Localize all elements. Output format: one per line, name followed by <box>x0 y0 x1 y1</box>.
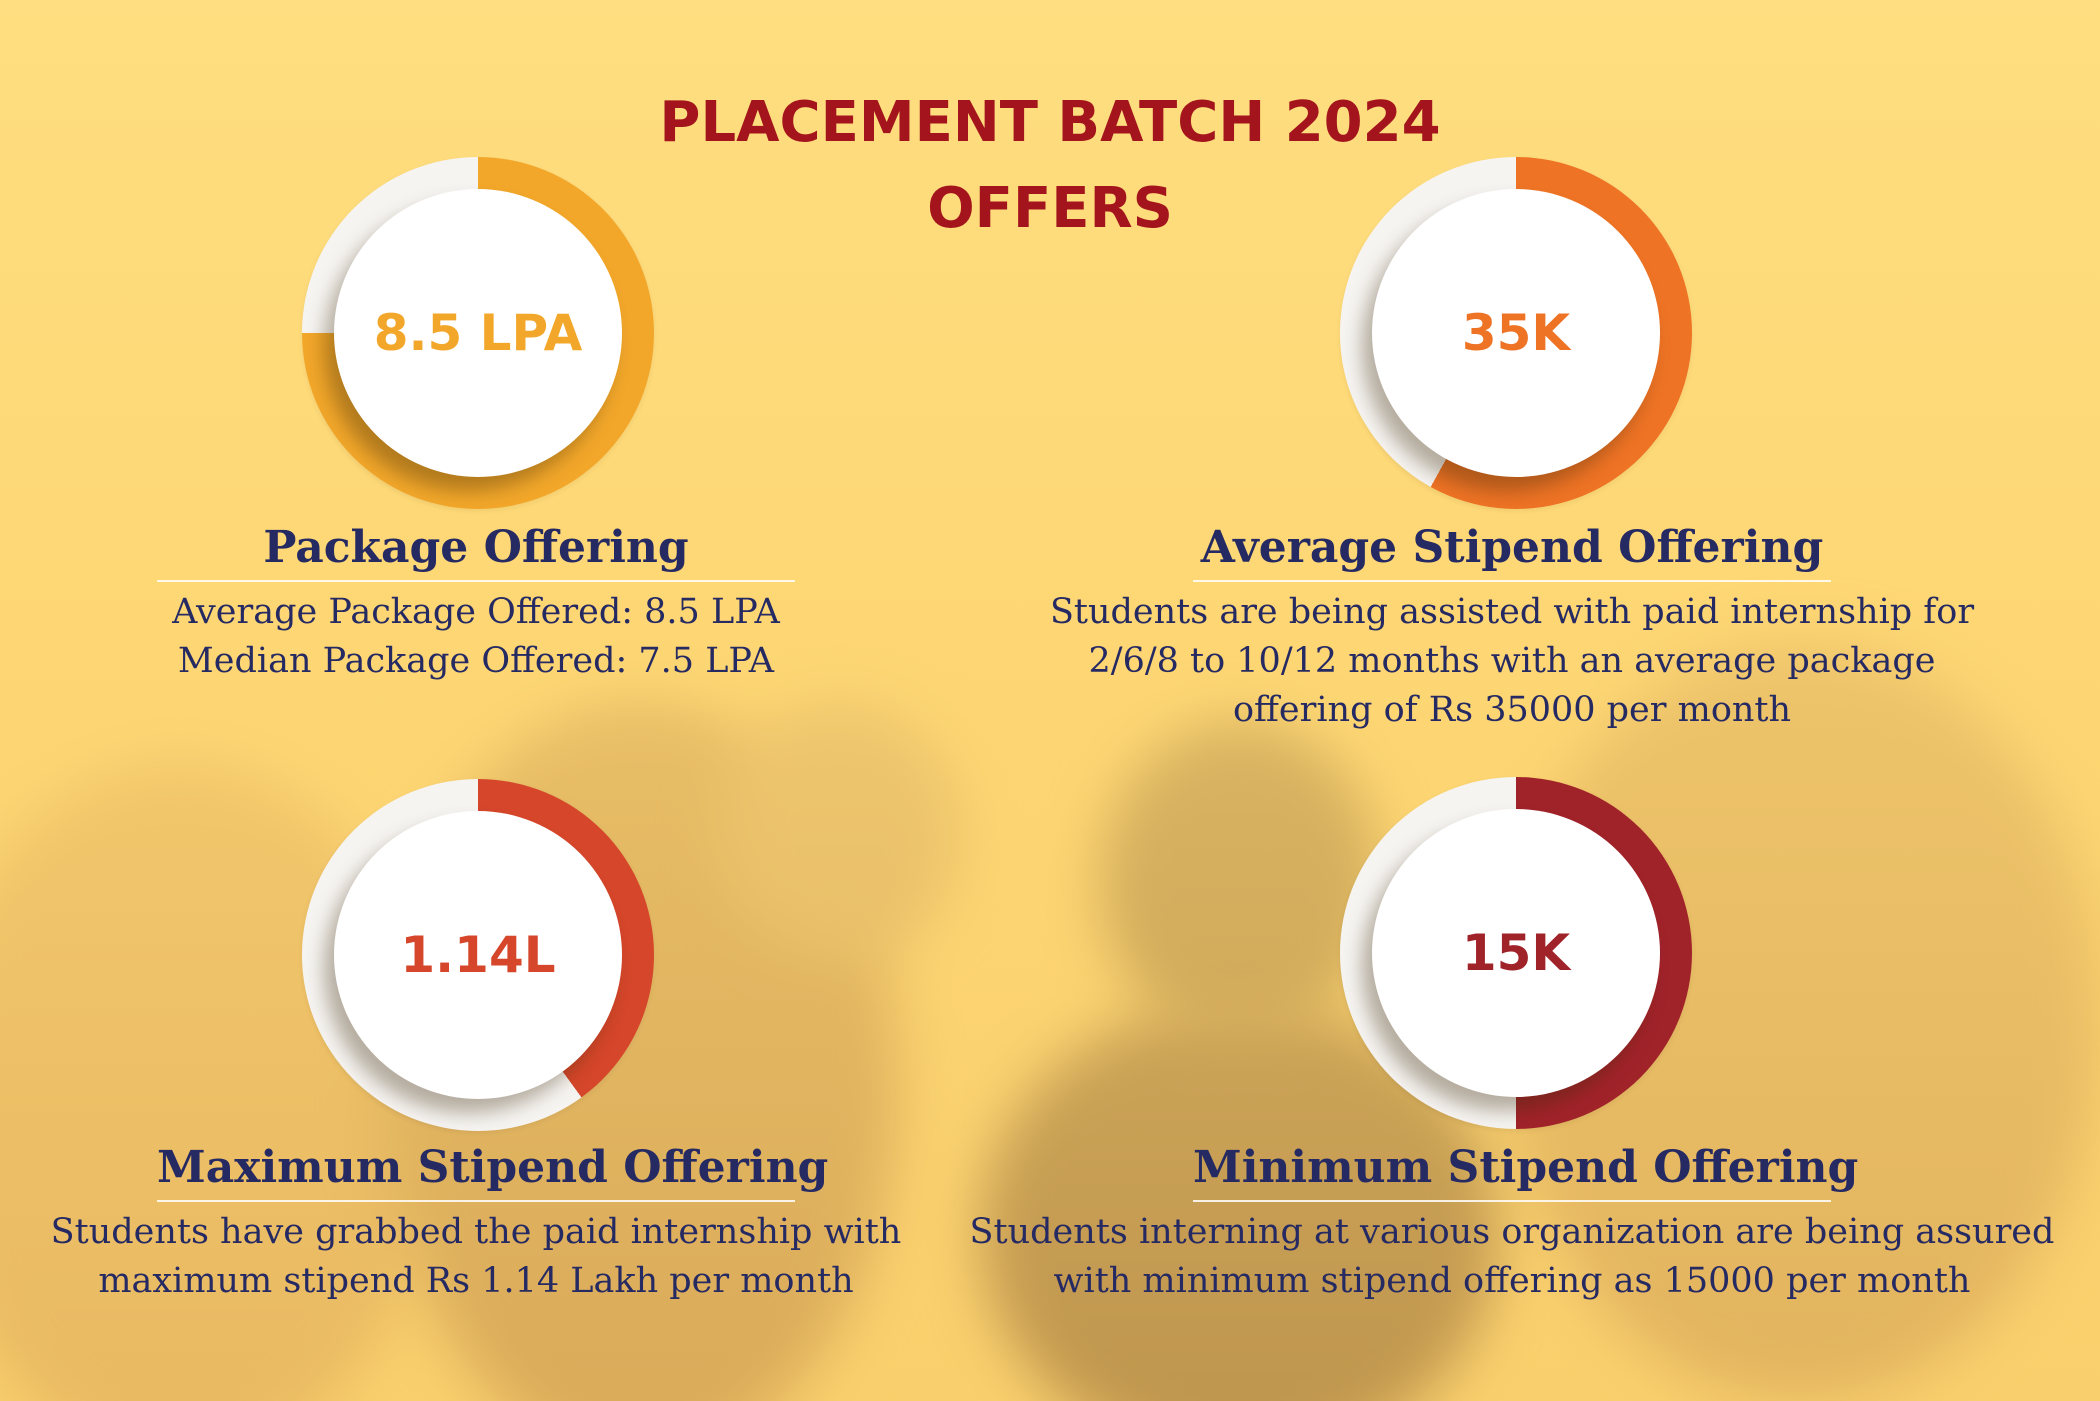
title-line-2: OFFERS <box>927 176 1173 241</box>
minimum-stipend-divider <box>1193 1200 1831 1202</box>
minimum-stipend-description: Students interning at various organizati… <box>962 1208 2062 1306</box>
maximum-stipend-divider <box>157 1200 795 1202</box>
title-line-1: PLACEMENT BATCH 2024 <box>659 90 1441 155</box>
minimum-stipend-heading: Minimum Stipend Offering <box>1193 1142 1859 1193</box>
page-title: PLACEMENT BATCH 2024 OFFERS <box>0 80 2100 252</box>
minimum-stipend-line-2: with minimum stipend offering as 15000 p… <box>1053 1261 1971 1301</box>
package-heading: Package Offering <box>263 522 689 573</box>
maximum-stipend-value: 1.14L <box>400 926 556 984</box>
average-stipend-value: 35K <box>1461 304 1571 362</box>
average-stipend-heading: Average Stipend Offering <box>1200 522 1824 573</box>
package-ring: 8.5 LPA <box>302 157 654 509</box>
ring-center: 8.5 LPA <box>334 189 622 477</box>
maximum-stipend-ring: 1.14L <box>302 779 654 1131</box>
maximum-stipend-line-1: Students have grabbed the paid internshi… <box>50 1212 902 1252</box>
package-description: Average Package Offered: 8.5 LPA Median … <box>77 588 875 686</box>
ring-center: 35K <box>1372 189 1660 477</box>
average-stipend-line-3: offering of Rs 35000 per month <box>1232 690 1792 730</box>
average-stipend-description: Students are being assisted with paid in… <box>1012 588 2012 735</box>
average-stipend-ring: 35K <box>1340 157 1692 509</box>
package-line-2: Median Package Offered: 7.5 LPA <box>177 641 775 681</box>
maximum-stipend-description: Students have grabbed the paid internshi… <box>27 1208 925 1306</box>
ring-center: 15K <box>1372 809 1660 1097</box>
average-stipend-line-1: Students are being assisted with paid in… <box>1049 592 1975 632</box>
ring-center: 1.14L <box>334 811 622 1099</box>
minimum-stipend-value: 15K <box>1461 924 1571 982</box>
package-line-1: Average Package Offered: 8.5 LPA <box>172 592 780 632</box>
package-divider <box>157 580 795 582</box>
minimum-stipend-line-1: Students interning at various organizati… <box>969 1212 2055 1252</box>
maximum-stipend-heading: Maximum Stipend Offering <box>157 1142 829 1193</box>
average-stipend-line-2: 2/6/8 to 10/12 months with an average pa… <box>1088 641 1936 681</box>
average-stipend-divider <box>1193 580 1831 582</box>
package-value: 8.5 LPA <box>373 304 583 362</box>
maximum-stipend-line-2: maximum stipend Rs 1.14 Lakh per month <box>98 1261 854 1301</box>
minimum-stipend-ring: 15K <box>1340 777 1692 1129</box>
